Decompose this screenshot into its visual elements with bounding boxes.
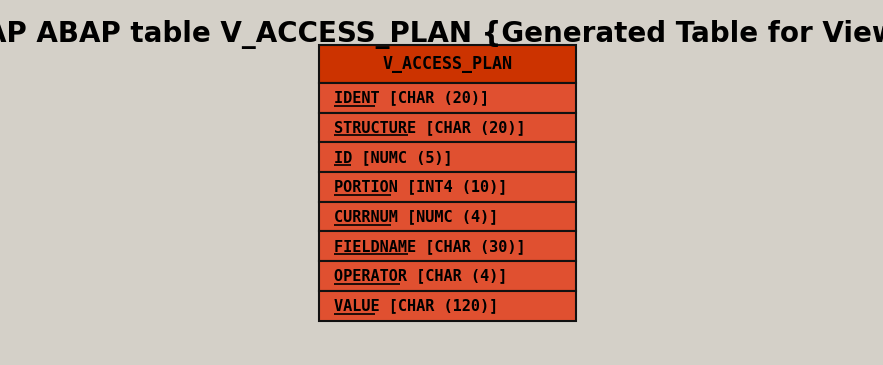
FancyBboxPatch shape — [319, 261, 577, 291]
Text: OPERATOR [CHAR (4)]: OPERATOR [CHAR (4)] — [335, 268, 508, 284]
FancyBboxPatch shape — [319, 291, 577, 320]
Text: CURRNUM [NUMC (4)]: CURRNUM [NUMC (4)] — [335, 209, 499, 224]
Text: V_ACCESS_PLAN: V_ACCESS_PLAN — [382, 55, 513, 73]
FancyBboxPatch shape — [319, 83, 577, 112]
FancyBboxPatch shape — [319, 202, 577, 231]
Text: IDENT [CHAR (20)]: IDENT [CHAR (20)] — [335, 90, 489, 105]
FancyBboxPatch shape — [319, 172, 577, 202]
Text: ID [NUMC (5)]: ID [NUMC (5)] — [335, 150, 453, 165]
FancyBboxPatch shape — [319, 45, 577, 83]
FancyBboxPatch shape — [319, 112, 577, 142]
Text: SAP ABAP table V_ACCESS_PLAN {Generated Table for View}: SAP ABAP table V_ACCESS_PLAN {Generated … — [0, 19, 883, 49]
Text: VALUE [CHAR (120)]: VALUE [CHAR (120)] — [335, 298, 499, 313]
FancyBboxPatch shape — [319, 231, 577, 261]
Text: STRUCTURE [CHAR (20)]: STRUCTURE [CHAR (20)] — [335, 120, 526, 135]
Text: FIELDNAME [CHAR (30)]: FIELDNAME [CHAR (30)] — [335, 239, 526, 254]
FancyBboxPatch shape — [319, 142, 577, 172]
Text: PORTION [INT4 (10)]: PORTION [INT4 (10)] — [335, 179, 508, 194]
